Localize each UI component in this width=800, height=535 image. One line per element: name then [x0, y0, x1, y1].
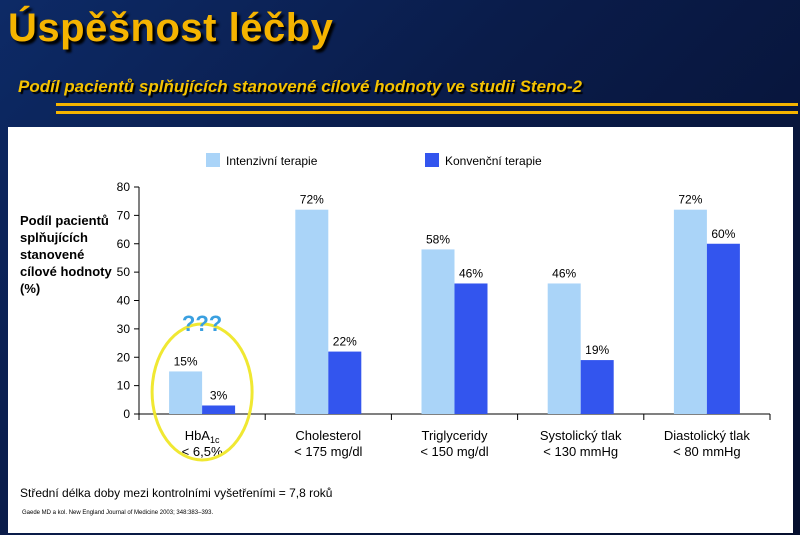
legend-swatch-intensive [206, 153, 220, 167]
y-tick-label: 50 [117, 265, 131, 279]
x-category-label: Triglyceridy [422, 428, 488, 443]
y-tick-label: 10 [117, 379, 131, 393]
bar-conventional [328, 351, 362, 414]
data-label: 60% [711, 227, 735, 241]
data-label: 22% [333, 335, 357, 349]
x-category-sublabel: < 130 mmHg [543, 444, 618, 459]
slide-title: Úspěšnost léčby [8, 6, 334, 50]
y-tick-label: 20 [117, 350, 131, 364]
bar-intensive [295, 209, 329, 414]
x-category-sublabel: < 175 mg/dl [294, 444, 362, 459]
y-tick-label: 70 [117, 208, 131, 222]
bar-conventional [580, 360, 614, 414]
legend-swatch-conventional [425, 153, 439, 167]
data-label: 46% [459, 266, 483, 280]
data-label: 72% [678, 193, 702, 207]
data-label: 58% [426, 232, 450, 246]
y-tick-label: 30 [117, 322, 131, 336]
bar-intensive [421, 249, 455, 414]
bar-intensive [673, 209, 707, 414]
footnote: Střední délka doby mezi kontrolními vyše… [20, 486, 333, 500]
x-category-sublabel: < 80 mmHg [673, 444, 741, 459]
data-label: 72% [300, 193, 324, 207]
data-label: 19% [585, 343, 609, 357]
data-label: 46% [552, 266, 576, 280]
bar-conventional [202, 405, 236, 414]
x-category-label: Systolický tlak [540, 428, 622, 443]
x-category-sublabel: < 150 mg/dl [420, 444, 488, 459]
legend-label-conventional: Konvenční terapie [445, 154, 542, 168]
data-label: 3% [210, 388, 228, 402]
bar-intensive [547, 283, 581, 414]
title-divider-bottom [56, 111, 798, 114]
x-category-label: Diastolický tlak [664, 428, 750, 443]
x-category-sublabel: < 6,5% [182, 444, 223, 459]
y-tick-label: 60 [117, 237, 131, 251]
x-category-label: HbA1c [185, 428, 220, 445]
x-category-label: Cholesterol [295, 428, 361, 443]
y-tick-label: 80 [117, 180, 131, 194]
legend-label-intensive: Intenzivní terapie [226, 154, 318, 168]
bar-conventional [706, 243, 740, 414]
question-annotation: ??? [182, 311, 222, 336]
bar-intensive [169, 371, 203, 414]
slide-subtitle: Podíl pacientů splňujících stanovené cíl… [18, 77, 582, 96]
citation: Gaede MD a kol. New England Journal of M… [22, 510, 214, 516]
highlight-ellipse [150, 322, 254, 462]
y-axis-label: Podíl pacientů splňujících stanovené cíl… [20, 213, 112, 296]
y-tick-label: 0 [123, 407, 130, 421]
title-divider-top [56, 103, 798, 106]
y-tick-label: 40 [117, 294, 131, 308]
data-label: 15% [174, 354, 198, 368]
bar-conventional [454, 283, 488, 414]
